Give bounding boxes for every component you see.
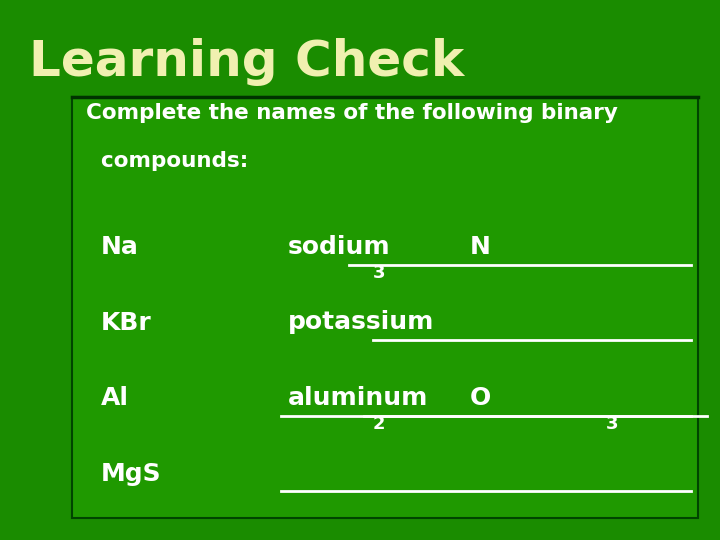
FancyBboxPatch shape: [72, 97, 698, 518]
Text: Na: Na: [101, 235, 139, 259]
Text: Al: Al: [101, 386, 129, 410]
Text: 3: 3: [373, 264, 385, 282]
Text: N: N: [470, 235, 491, 259]
Text: Complete the names of the following binary: Complete the names of the following bina…: [86, 103, 618, 123]
Text: sodium: sodium: [288, 235, 391, 259]
Text: compounds:: compounds:: [86, 151, 248, 171]
Text: 2: 2: [373, 415, 385, 433]
Text: O: O: [470, 386, 492, 410]
Text: KBr: KBr: [101, 310, 151, 334]
Text: MgS: MgS: [101, 462, 161, 485]
Text: aluminum: aluminum: [288, 386, 428, 410]
Text: 3: 3: [606, 415, 618, 433]
Text: Learning Check: Learning Check: [29, 38, 464, 86]
Text: potassium: potassium: [288, 310, 434, 334]
